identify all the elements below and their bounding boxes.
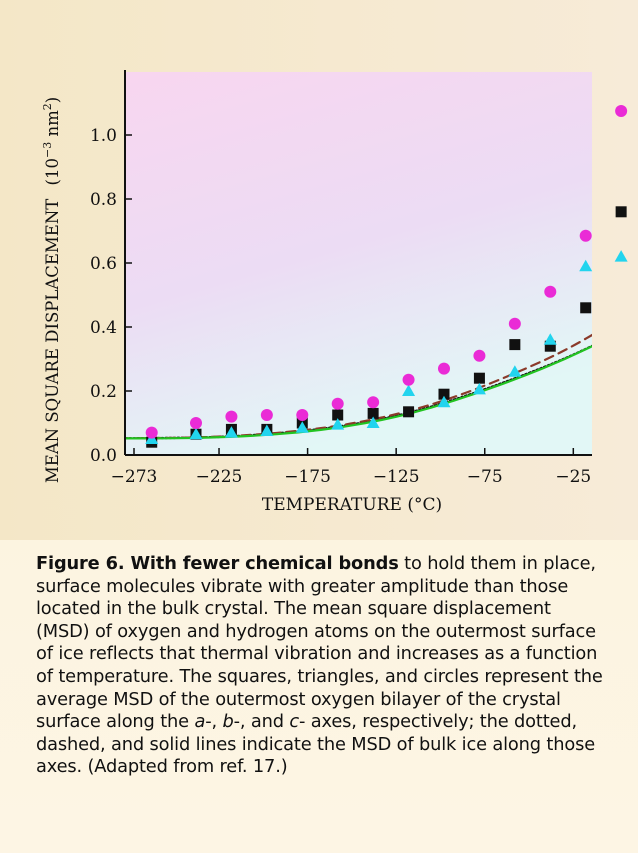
y-axis-label-sq: 2 bbox=[41, 103, 54, 110]
y-axis-label-main: MEAN SQUARE DISPLACEMENT bbox=[43, 199, 62, 483]
marker-circle bbox=[508, 317, 521, 330]
marker-circle bbox=[367, 396, 380, 409]
x-tick-label: −125 bbox=[373, 467, 420, 487]
x-tick-label: −25 bbox=[555, 467, 591, 487]
marker-circle bbox=[145, 426, 158, 439]
msd-chart: −273 −225 −175 −125 −75 −25 0.0 0.2 0.4 0.6 0.8 1.0… bbox=[0, 0, 638, 540]
axes bbox=[124, 70, 592, 456]
x-tick-label: −75 bbox=[467, 467, 503, 487]
marker-square bbox=[332, 409, 344, 421]
y-axis-label-unit2: nm bbox=[43, 110, 62, 142]
marker-triangle bbox=[543, 333, 557, 345]
caption-axis-b: b bbox=[222, 711, 234, 733]
figure-caption: Figure 6. With fewer chemical bonds to h… bbox=[36, 553, 606, 779]
y-tick-label: 0.2 bbox=[90, 382, 117, 402]
x-tick-label: −225 bbox=[196, 467, 243, 487]
marker-square bbox=[509, 339, 521, 351]
data-markers bbox=[145, 105, 628, 448]
marker-triangle bbox=[508, 365, 522, 377]
y-axis-label-exp: −3 bbox=[41, 142, 54, 158]
marker-circle bbox=[296, 409, 309, 421]
caption-axis-c: c bbox=[289, 711, 300, 733]
marker-square bbox=[580, 302, 592, 314]
marker-circle bbox=[260, 409, 273, 421]
chart-area: −273 −225 −175 −125 −75 −25 0.0 0.2 0.4 0.6 0.8 1.0… bbox=[0, 0, 638, 540]
marker-square bbox=[615, 206, 627, 218]
marker-triangle bbox=[402, 384, 416, 396]
plot-background bbox=[125, 72, 592, 455]
marker-triangle bbox=[366, 416, 380, 428]
marker-square bbox=[473, 372, 485, 384]
marker-circle bbox=[615, 105, 628, 117]
marker-circle bbox=[544, 285, 557, 298]
marker-circle bbox=[331, 397, 344, 410]
marker-square bbox=[544, 340, 556, 352]
y-tick-label: 1.0 bbox=[90, 126, 117, 146]
tick-labels: −273 −225 −175 −125 −75 −25 0.0 0.2 0.4 0.6 0.8 1.0 bbox=[90, 126, 591, 487]
x-axis-label: TEMPERATURE (°C) bbox=[262, 495, 442, 515]
caption-text-1: to hold them in place, surface molecules… bbox=[36, 553, 603, 733]
marker-square bbox=[438, 388, 450, 400]
y-axis-label-unit: (10 bbox=[43, 158, 62, 185]
caption-axis-a: a bbox=[194, 711, 206, 733]
caption-text-4: - axes, respectively; the dotted, dashed… bbox=[36, 711, 595, 778]
y-tick-label: 0.4 bbox=[90, 318, 117, 338]
marker-triangle bbox=[472, 382, 486, 395]
y-axis-label: MEAN SQUARE DISPLACEMENT (10−3 nm2) bbox=[41, 97, 62, 483]
marker-circle bbox=[473, 349, 486, 362]
y-tick-label: 0.0 bbox=[90, 446, 117, 466]
marker-triangle bbox=[189, 427, 203, 440]
marker-circle bbox=[225, 410, 238, 423]
marker-circle bbox=[402, 373, 415, 386]
marker-triangle bbox=[260, 424, 274, 436]
marker-triangle bbox=[295, 421, 309, 433]
marker-triangle bbox=[614, 250, 628, 262]
marker-circle bbox=[437, 362, 450, 375]
marker-triangle bbox=[331, 418, 345, 430]
caption-text-2: -, bbox=[205, 711, 223, 733]
marker-circle bbox=[189, 417, 202, 429]
marker-square bbox=[367, 407, 379, 419]
y-axis-label-close: ) bbox=[43, 97, 62, 103]
marker-triangle bbox=[437, 395, 451, 408]
y-tick-label: 0.6 bbox=[90, 254, 117, 274]
marker-triangle bbox=[224, 426, 238, 438]
marker-triangle bbox=[579, 259, 593, 272]
x-tick-label: −273 bbox=[111, 467, 158, 487]
marker-circle bbox=[579, 229, 592, 242]
y-tick-label: 0.8 bbox=[90, 190, 117, 210]
caption-text-3: -, and bbox=[233, 711, 290, 733]
marker-square bbox=[403, 406, 415, 418]
caption-title: Figure 6. With fewer chemical bonds bbox=[36, 553, 399, 574]
x-tick-label: −175 bbox=[284, 467, 331, 487]
